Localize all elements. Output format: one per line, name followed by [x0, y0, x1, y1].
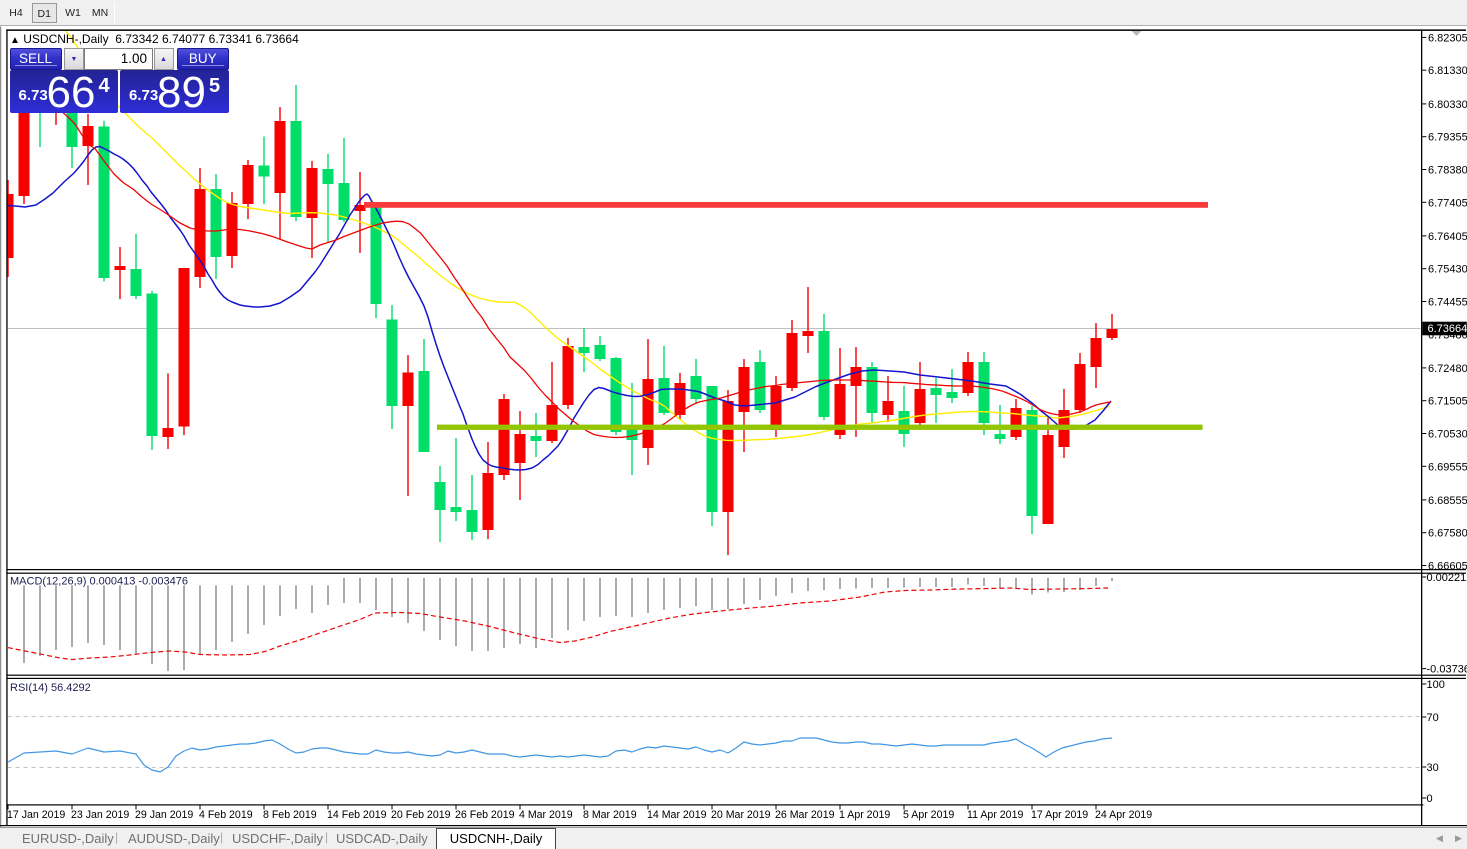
svg-text:20 Mar 2019: 20 Mar 2019	[711, 809, 771, 821]
svg-text:6.82305: 6.82305	[1428, 32, 1467, 44]
svg-text:6.77405: 6.77405	[1428, 197, 1467, 209]
svg-text:24 Apr 2019: 24 Apr 2019	[1095, 809, 1152, 821]
svg-text:6.68555: 6.68555	[1428, 495, 1467, 507]
svg-text:6.72480: 6.72480	[1428, 363, 1467, 375]
svg-text:1 Apr 2019: 1 Apr 2019	[839, 809, 890, 821]
svg-text:6.76405: 6.76405	[1428, 231, 1467, 243]
svg-text:RSI(14) 56.4292: RSI(14) 56.4292	[10, 682, 91, 694]
svg-text:-0.037368: -0.037368	[1427, 664, 1467, 676]
svg-text:26 Feb 2019: 26 Feb 2019	[455, 809, 515, 821]
svg-text:26 Mar 2019: 26 Mar 2019	[775, 809, 835, 821]
svg-text:6.67580: 6.67580	[1428, 528, 1467, 540]
svg-text:100: 100	[1427, 679, 1445, 691]
svg-text:6.66605: 6.66605	[1428, 561, 1467, 573]
svg-text:29 Jan 2019: 29 Jan 2019	[135, 809, 193, 821]
svg-text:6.70530: 6.70530	[1428, 429, 1467, 441]
svg-text:6.73664: 6.73664	[1428, 323, 1467, 335]
svg-text:6.71505: 6.71505	[1428, 396, 1467, 408]
svg-text:17 Apr 2019: 17 Apr 2019	[1031, 809, 1088, 821]
svg-text:8 Mar 2019: 8 Mar 2019	[583, 809, 637, 821]
svg-text:14 Feb 2019: 14 Feb 2019	[327, 809, 387, 821]
svg-text:17 Jan 2019: 17 Jan 2019	[7, 809, 65, 821]
svg-text:6.69555: 6.69555	[1428, 461, 1467, 473]
svg-text:23 Jan 2019: 23 Jan 2019	[71, 809, 129, 821]
svg-text:0: 0	[1427, 793, 1433, 805]
svg-text:8 Feb 2019: 8 Feb 2019	[263, 809, 317, 821]
svg-text:6.81330: 6.81330	[1428, 65, 1467, 77]
svg-text:30: 30	[1427, 762, 1439, 774]
svg-text:4 Feb 2019: 4 Feb 2019	[199, 809, 253, 821]
svg-text:5 Apr 2019: 5 Apr 2019	[903, 809, 954, 821]
svg-text:6.79355: 6.79355	[1428, 132, 1467, 144]
svg-text:11 Apr 2019: 11 Apr 2019	[967, 809, 1023, 821]
svg-text:6.78380: 6.78380	[1428, 165, 1467, 177]
svg-text:6.75430: 6.75430	[1428, 264, 1467, 276]
svg-text:14 Mar 2019: 14 Mar 2019	[647, 809, 707, 821]
svg-text:70: 70	[1427, 712, 1439, 724]
svg-text:6.80330: 6.80330	[1428, 99, 1467, 111]
svg-text:MACD(12,26,9) 0.000413 -0.0034: MACD(12,26,9) 0.000413 -0.003476	[10, 576, 188, 588]
svg-text:6.74455: 6.74455	[1428, 297, 1467, 309]
svg-text:20 Feb 2019: 20 Feb 2019	[391, 809, 451, 821]
svg-text:0.002212: 0.002212	[1427, 572, 1467, 584]
svg-text:4 Mar 2019: 4 Mar 2019	[519, 809, 573, 821]
